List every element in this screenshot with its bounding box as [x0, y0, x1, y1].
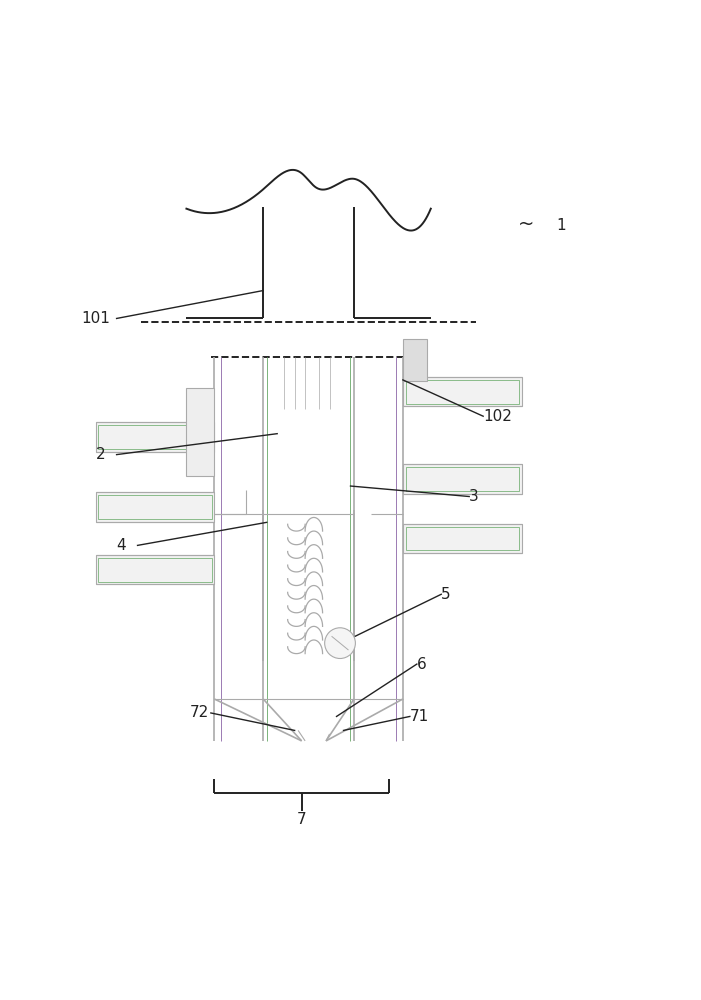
Bar — [403, 339, 428, 381]
Text: 102: 102 — [483, 409, 512, 424]
Text: 4: 4 — [116, 538, 126, 553]
Bar — [98, 558, 212, 582]
Bar — [406, 380, 519, 404]
Bar — [95, 492, 215, 522]
Text: 1: 1 — [557, 218, 566, 233]
Bar — [98, 495, 212, 519]
Bar — [98, 425, 212, 449]
Text: 2: 2 — [95, 447, 105, 462]
Bar — [95, 422, 215, 452]
Bar — [403, 377, 522, 406]
Text: 5: 5 — [441, 587, 451, 602]
Bar — [403, 524, 522, 553]
Text: 6: 6 — [417, 657, 427, 672]
Text: ~: ~ — [518, 215, 534, 234]
Bar — [406, 467, 519, 491]
Bar — [403, 464, 522, 494]
Circle shape — [325, 628, 355, 658]
Text: 72: 72 — [190, 705, 209, 720]
Text: 3: 3 — [469, 489, 479, 504]
Bar — [186, 388, 215, 476]
Text: 101: 101 — [82, 311, 111, 326]
Text: 71: 71 — [410, 709, 429, 724]
Text: 7: 7 — [297, 812, 306, 827]
Bar — [406, 527, 519, 550]
Bar — [95, 555, 215, 584]
